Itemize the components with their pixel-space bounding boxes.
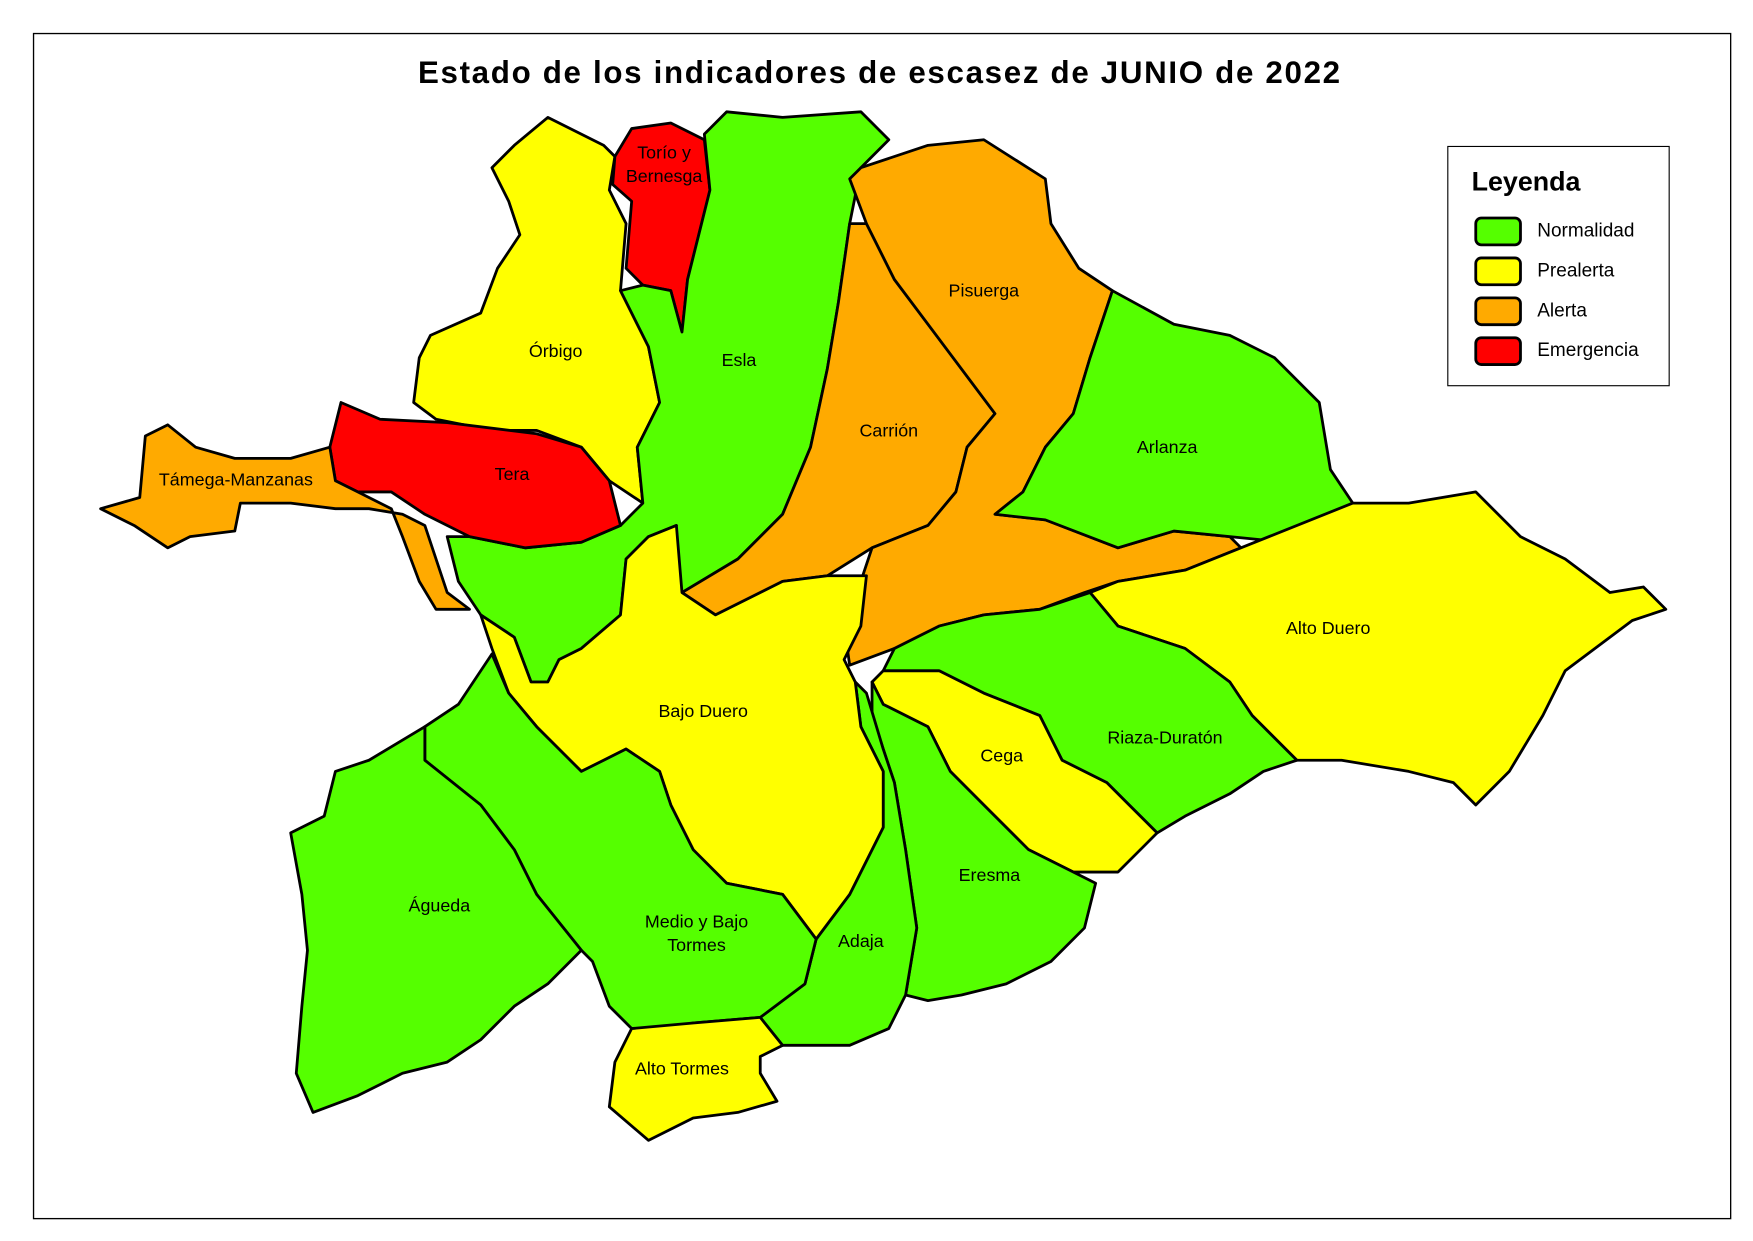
legend-swatch xyxy=(1474,216,1522,247)
legend: Leyenda Normalidad Prealerta Alerta Emergen… xyxy=(1447,145,1670,387)
map-title: Estado de los indicadores de escasez de … xyxy=(418,55,1342,90)
regions xyxy=(99,110,1668,1142)
region-label: Arlanza xyxy=(1137,437,1198,457)
legend-swatch xyxy=(1474,296,1522,327)
region-label: Tera xyxy=(495,464,530,484)
region-label: Esla xyxy=(722,350,757,370)
region-label: Bajo Duero xyxy=(659,701,748,721)
region xyxy=(289,725,583,1114)
legend-swatch xyxy=(1474,336,1522,366)
legend-label: Prealerta xyxy=(1537,260,1615,281)
region-label: Támega-Manzanas xyxy=(159,469,313,489)
map-frame: Estado de los indicadores de escasez de … xyxy=(32,32,1732,1220)
legend-swatch xyxy=(1474,256,1522,287)
legend-label: Emergencia xyxy=(1537,340,1639,361)
legend-title: Leyenda xyxy=(1472,166,1582,196)
region-label: Bernesga xyxy=(626,166,703,186)
region-label: Órbigo xyxy=(529,340,583,361)
region-label: Tormes xyxy=(667,935,726,955)
region xyxy=(99,423,471,611)
region-label: Adaja xyxy=(838,931,884,951)
region-label: Torío y xyxy=(637,142,691,162)
region-label: Eresma xyxy=(959,865,1021,885)
region-label: Alto Tormes xyxy=(635,1059,729,1079)
legend-label: Normalidad xyxy=(1537,220,1634,241)
region-label: Medio y Bajo xyxy=(645,912,748,932)
region-label: Carrión xyxy=(860,420,919,440)
region-label: Riaza-Duratón xyxy=(1107,728,1222,748)
region-label: Pisuerga xyxy=(949,281,1020,301)
region xyxy=(607,1015,784,1142)
region-labels: Órbigo Torío y Bernesga Esla Tera Támega-Manz… xyxy=(159,142,1371,1078)
region-label: Alto Duero xyxy=(1286,618,1371,638)
region-label: Cega xyxy=(980,746,1023,766)
region-label: Águeda xyxy=(409,895,471,915)
region xyxy=(993,289,1355,550)
legend-label: Alerta xyxy=(1537,300,1587,321)
